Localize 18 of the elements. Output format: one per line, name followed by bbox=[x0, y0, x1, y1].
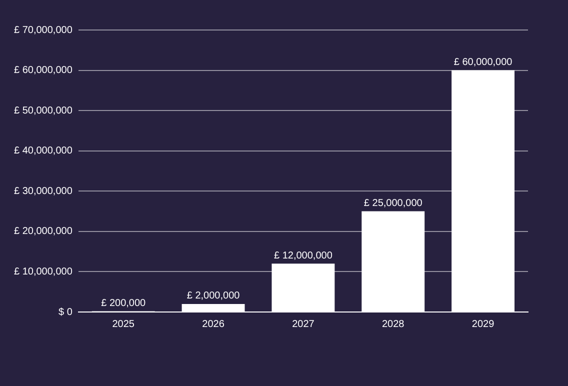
y-tick-label: £ 20,000,000 bbox=[14, 226, 73, 238]
data-label: £ 25,000,000 bbox=[364, 198, 423, 210]
x-tick-label: 2029 bbox=[472, 318, 495, 330]
x-tick-label: 2028 bbox=[382, 318, 405, 330]
y-tick-label: £ 30,000,000 bbox=[14, 186, 73, 197]
y-tick-label: £ 60,000,000 bbox=[14, 65, 73, 76]
data-label: £ 2,000,000 bbox=[186, 290, 240, 302]
data-label: £ 200,000 bbox=[101, 298, 146, 309]
data-label: £ 12,000,000 bbox=[274, 250, 333, 262]
x-tick-label: 2026 bbox=[202, 318, 225, 330]
y-tick-label: £ 40,000,000 bbox=[14, 146, 73, 157]
y-tick-label: £ 70,000,000 bbox=[14, 24, 73, 36]
data-label: £ 60,000,000 bbox=[454, 57, 513, 68]
x-tick-label: 2025 bbox=[112, 318, 135, 330]
y-tick-label: £ 10,000,000 bbox=[14, 266, 73, 278]
y-tick-label: $ 0 bbox=[58, 306, 73, 318]
x-tick-label: 2027 bbox=[292, 318, 315, 330]
y-tick-label: £ 50,000,000 bbox=[14, 105, 73, 116]
